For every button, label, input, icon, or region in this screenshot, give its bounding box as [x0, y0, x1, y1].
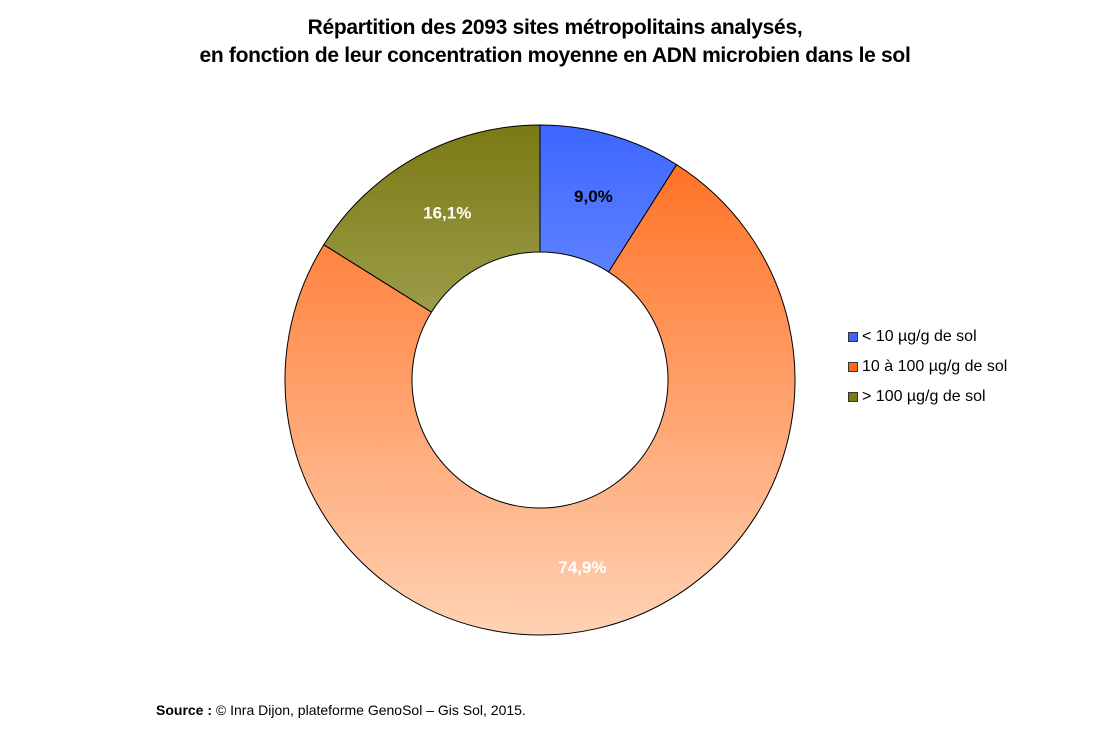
donut-slice-gt100: [323, 124, 541, 313]
legend-swatch-gt100: [848, 392, 858, 402]
source-note: Source : © Inra Dijon, plateforme GenoSo…: [156, 702, 526, 718]
source-text: © Inra Dijon, plateforme GenoSol – Gis S…: [212, 702, 526, 718]
legend-label-lt10: < 10 µg/g de sol: [862, 328, 977, 345]
source-prefix: Source :: [156, 702, 213, 718]
chart-title-line2: en fonction de leur concentration moyenn…: [199, 44, 911, 67]
donut-label-gt100: 16,1%: [423, 203, 471, 222]
chart-legend: < 10 µg/g de sol 10 à 100 µg/g de sol > …: [848, 326, 1007, 416]
legend-label-gt100: > 100 µg/g de sol: [862, 388, 986, 405]
chart-title-line1: Répartition des 2093 sites métropolitain…: [307, 16, 803, 39]
donut-label-lt10: 9,0%: [574, 187, 613, 206]
legend-item-10-100: 10 à 100 µg/g de sol: [848, 356, 1007, 378]
legend-swatch-lt10: [848, 332, 858, 342]
donut-slices: [284, 124, 796, 636]
donut-slice-10-100: [284, 164, 796, 636]
chart-title: Répartition des 2093 sites métropolitain…: [0, 14, 1110, 70]
legend-item-gt100: > 100 µg/g de sol: [848, 386, 1007, 408]
donut-label-10-100: 74,9%: [558, 558, 606, 577]
legend-label-10-100: 10 à 100 µg/g de sol: [862, 358, 1008, 375]
donut-labels: 9,0% 74,9% 16,1%: [423, 187, 613, 577]
legend-swatch-10-100: [848, 362, 858, 372]
legend-item-lt10: < 10 µg/g de sol: [848, 326, 1007, 348]
